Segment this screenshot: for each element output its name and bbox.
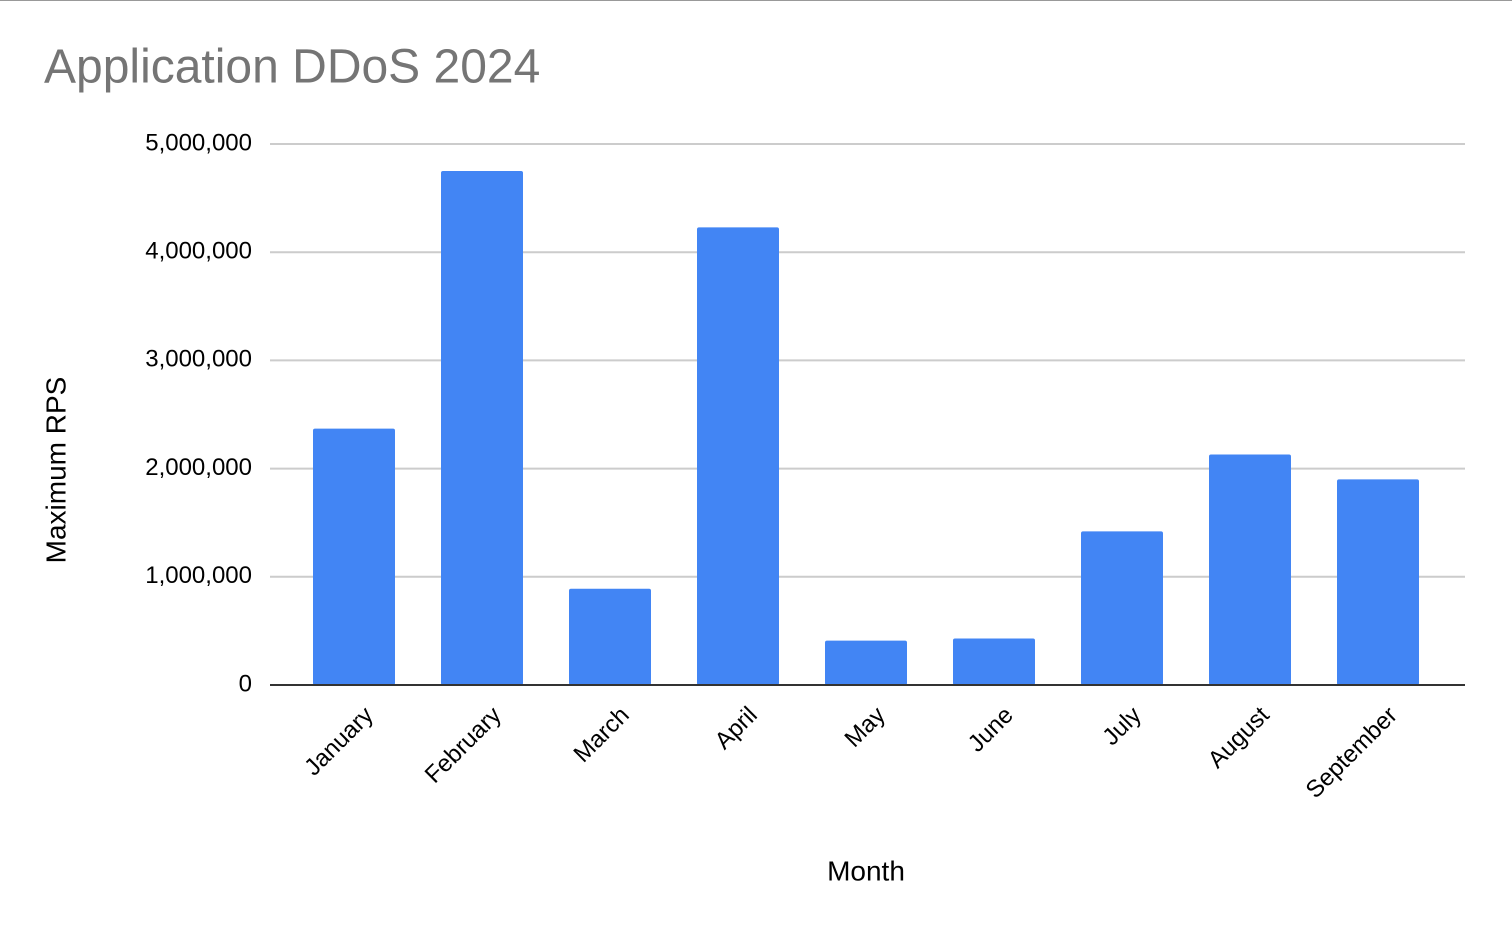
y-tick-label: 0 [239,670,252,697]
bar [697,227,779,685]
y-tick-label: 3,000,000 [145,346,252,373]
bar [1209,454,1291,685]
y-axis-title: Maximum RPS [40,377,71,564]
bar [569,588,651,685]
y-tick-label: 2,000,000 [145,454,252,481]
bar [313,428,395,685]
bar [1081,531,1163,685]
bar [953,638,1035,685]
y-tick-label: 1,000,000 [145,562,252,589]
bar [1337,479,1419,685]
y-tick-label: 4,000,000 [145,238,252,265]
bar [441,171,523,686]
y-tick-label: 5,000,000 [145,129,252,156]
bar [825,640,907,685]
x-axis-title: Month [827,855,905,886]
chart-title: Application DDoS 2024 [44,41,540,94]
